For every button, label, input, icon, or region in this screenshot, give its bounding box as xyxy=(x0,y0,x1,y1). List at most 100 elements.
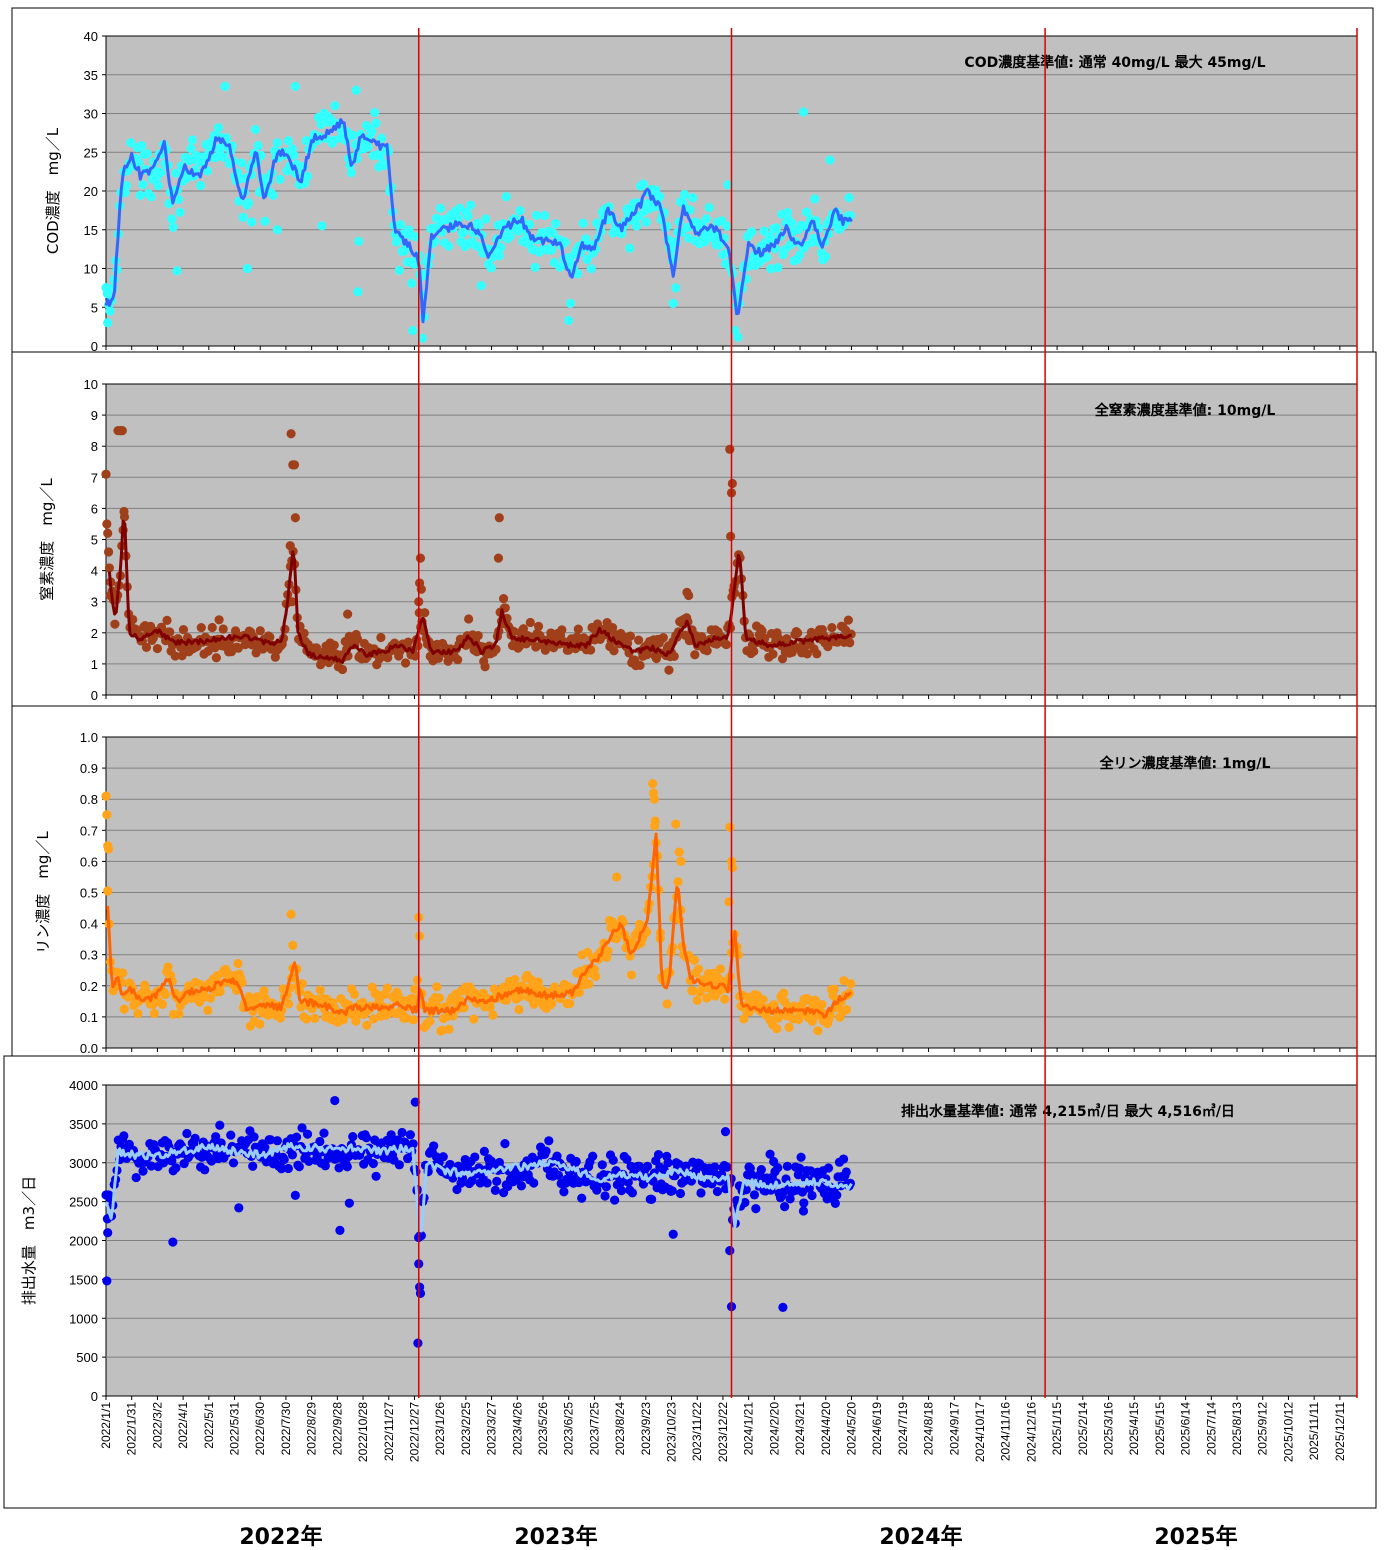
data-point xyxy=(386,1130,396,1140)
x-tick-label: 2025/10/12 xyxy=(1281,1402,1295,1462)
data-point-outlier xyxy=(290,513,300,523)
data-point xyxy=(601,1182,612,1192)
data-point xyxy=(425,1016,435,1026)
data-point xyxy=(167,214,177,224)
data-point-outlier xyxy=(172,266,182,276)
y-tick-label: 0.9 xyxy=(80,761,98,776)
data-point-outlier xyxy=(664,665,674,675)
data-point xyxy=(540,645,550,655)
data-point xyxy=(320,1161,330,1171)
data-point xyxy=(786,218,797,228)
data-point xyxy=(480,662,490,672)
data-point xyxy=(488,1010,498,1020)
data-point xyxy=(311,643,322,653)
data-point xyxy=(405,1130,415,1140)
y-tick-label: 9 xyxy=(91,408,98,423)
data-point xyxy=(299,628,309,638)
data-point xyxy=(121,181,132,191)
data-point-outlier xyxy=(726,531,736,541)
data-point xyxy=(466,200,476,210)
data-point xyxy=(162,615,172,625)
x-tick-label: 2022/4/1 xyxy=(176,1402,190,1449)
data-point xyxy=(494,1157,505,1168)
data-point xyxy=(762,252,772,262)
data-point xyxy=(704,202,714,213)
data-point xyxy=(207,622,217,633)
trend-line-phosphorus xyxy=(106,832,852,1019)
data-point xyxy=(525,617,535,628)
data-point-outlier xyxy=(612,872,622,882)
data-point xyxy=(588,1151,598,1161)
data-point-outlier xyxy=(247,217,257,227)
data-point-outlier xyxy=(220,81,230,91)
data-point-outlier xyxy=(765,1149,775,1159)
data-point xyxy=(547,999,557,1009)
y-tick-label: 4000 xyxy=(69,1078,98,1093)
data-point xyxy=(785,1194,795,1204)
y-tick-label: 2500 xyxy=(69,1195,98,1210)
data-point xyxy=(171,168,181,178)
data-point xyxy=(250,124,261,135)
x-tick-label: 2022/1/1 xyxy=(99,1402,113,1449)
y-tick-label: 0.2 xyxy=(80,979,98,994)
data-point xyxy=(702,993,712,1003)
x-tick-label: 2024/8/18 xyxy=(922,1402,936,1456)
data-point xyxy=(175,207,185,218)
data-point xyxy=(690,650,700,660)
data-point-outlier xyxy=(720,1127,731,1137)
x-tick-label: 2025/6/14 xyxy=(1179,1402,1193,1456)
x-tick-label: 2023/6/25 xyxy=(562,1402,576,1456)
data-point xyxy=(832,1190,842,1200)
data-point xyxy=(804,1183,814,1193)
data-point xyxy=(812,649,822,659)
data-point xyxy=(574,987,584,997)
data-point xyxy=(827,623,837,633)
data-point xyxy=(105,306,115,316)
data-point xyxy=(283,136,293,146)
y-tick-label: 2000 xyxy=(69,1234,98,1249)
data-point xyxy=(627,1188,638,1198)
data-point xyxy=(844,193,854,203)
data-point xyxy=(259,986,269,996)
data-point xyxy=(248,1161,258,1171)
data-point xyxy=(688,986,698,996)
data-point xyxy=(782,207,792,218)
data-point xyxy=(529,1178,539,1188)
data-point xyxy=(249,1132,259,1142)
data-point xyxy=(564,645,574,655)
data-point xyxy=(782,634,792,644)
data-point xyxy=(187,135,197,145)
y-tick-label: 0 xyxy=(91,688,98,703)
data-point-outlier xyxy=(727,863,737,873)
data-point-outlier xyxy=(725,1246,735,1256)
data-point xyxy=(625,631,635,641)
data-point xyxy=(806,1166,816,1176)
data-point xyxy=(721,639,731,650)
data-point xyxy=(455,203,465,213)
data-point xyxy=(431,213,442,223)
data-point xyxy=(749,1190,760,1200)
data-point xyxy=(635,660,645,670)
data-point xyxy=(741,1185,751,1195)
data-point-outlier xyxy=(676,856,686,867)
data-point xyxy=(200,1165,210,1175)
data-point-outlier xyxy=(415,931,425,941)
data-point xyxy=(346,168,357,178)
data-point xyxy=(635,919,645,929)
y-axis-label: 排出水量 m3／日 xyxy=(20,1176,38,1305)
data-point xyxy=(515,991,525,1002)
data-point-outlier xyxy=(168,1237,178,1247)
data-point-outlier xyxy=(825,155,835,165)
x-tick-label: 2023/11/22 xyxy=(690,1402,704,1461)
year-label: 2023年 xyxy=(514,1524,597,1550)
data-point-outlier xyxy=(650,816,660,826)
data-point xyxy=(400,658,411,668)
data-point xyxy=(319,1128,329,1138)
x-tick-label: 2023/1/26 xyxy=(433,1402,447,1456)
data-point xyxy=(758,995,768,1005)
data-point xyxy=(170,651,180,661)
data-point xyxy=(574,1177,584,1188)
data-point xyxy=(203,1005,213,1016)
data-point xyxy=(689,955,700,965)
